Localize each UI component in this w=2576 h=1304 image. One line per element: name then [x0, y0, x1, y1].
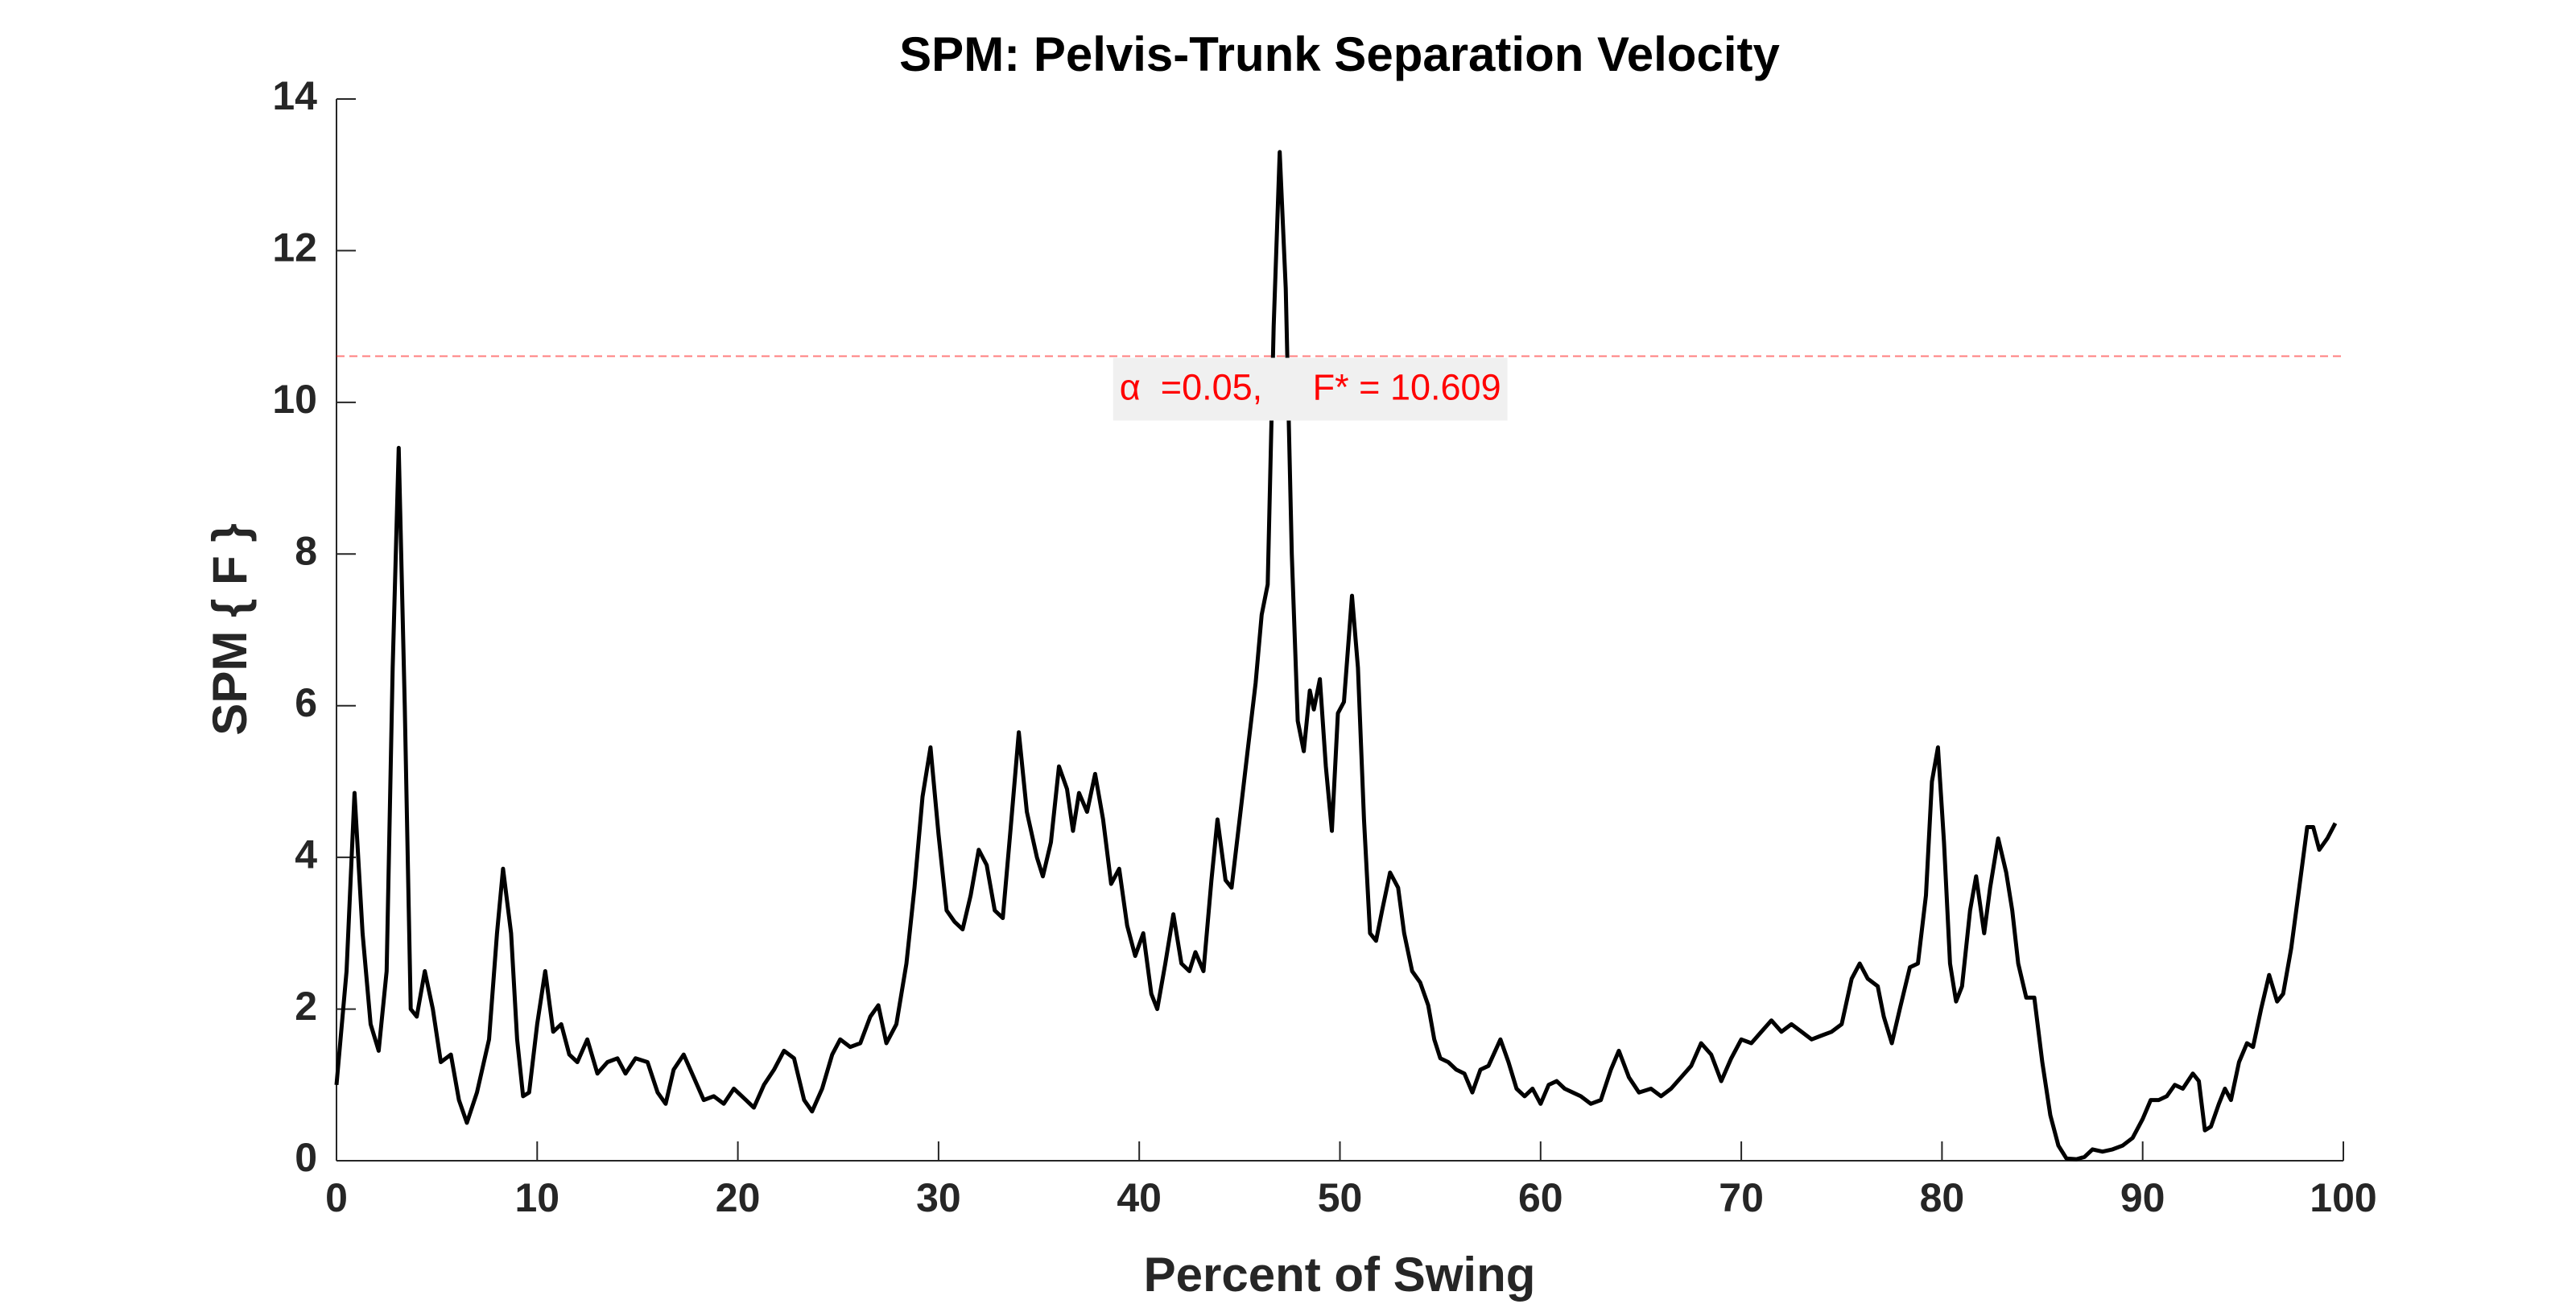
x-tick-label: 70: [1719, 1175, 1764, 1220]
y-tick-label: 14: [272, 73, 317, 118]
x-tick-label: 30: [916, 1175, 961, 1220]
y-tick-label: 12: [272, 225, 317, 270]
y-axis-label: SPM { F }: [203, 523, 257, 735]
x-tick-label: 20: [716, 1175, 761, 1220]
y-tick-label: 8: [295, 528, 317, 573]
x-tick-label: 40: [1117, 1175, 1162, 1220]
chart-title: SPM: Pelvis-Trunk Separation Velocity: [899, 27, 1780, 81]
x-tick-label: 80: [1920, 1175, 1965, 1220]
threshold-label: α =0.05, F* = 10.609: [1120, 366, 1501, 407]
x-tick-label: 50: [1318, 1175, 1363, 1220]
annotation-box: [1113, 357, 1508, 421]
plot-area: 0 10 20 30 40 50 60 70 80 90 100 0 2 4 6 8 10 12 14 α =0.05…: [272, 73, 2376, 1220]
y-tick-label: 2: [295, 984, 317, 1029]
y-tick-label: 4: [295, 832, 317, 877]
x-tick-label: 60: [1518, 1175, 1563, 1220]
y-tick-label: 0: [295, 1135, 317, 1180]
x-tick-label: 0: [325, 1175, 348, 1220]
x-tick-label: 10: [514, 1175, 559, 1220]
y-tick-label: 6: [295, 680, 317, 725]
data-line: [334, 150, 2338, 1162]
y-tick-label: 10: [272, 377, 317, 422]
x-tick-label: 90: [2120, 1175, 2165, 1220]
x-tick-label: 100: [2310, 1175, 2376, 1220]
x-axis-label: Percent of Swing: [1144, 1248, 1536, 1302]
